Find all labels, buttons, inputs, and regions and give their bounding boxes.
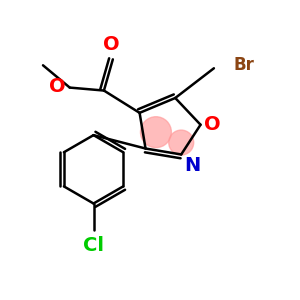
Text: Br: Br: [233, 56, 254, 74]
Circle shape: [140, 117, 171, 148]
Text: Cl: Cl: [83, 236, 104, 255]
Circle shape: [169, 130, 194, 155]
Text: O: O: [103, 35, 120, 54]
Text: N: N: [184, 156, 200, 175]
Text: O: O: [204, 115, 221, 134]
Text: O: O: [49, 76, 65, 96]
